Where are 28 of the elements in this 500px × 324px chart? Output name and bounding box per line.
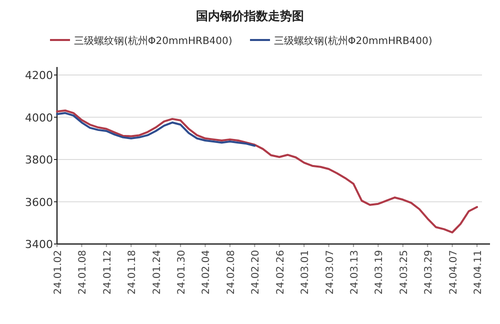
x-tick-label: 24.03.25 <box>398 250 410 295</box>
x-tick-label: 24.03.07 <box>324 250 336 295</box>
y-tick-label: 4200 <box>25 69 53 82</box>
y-tick-label: 3400 <box>25 238 53 251</box>
x-tick-label: 24.03.19 <box>374 250 386 295</box>
x-tick-label: 24.01.12 <box>102 250 114 295</box>
x-tick-label: 24.01.18 <box>127 250 138 295</box>
x-tick-label: 24.04.07 <box>448 250 460 295</box>
x-tick-label: 24.02.08 <box>226 250 237 295</box>
x-tick-label: 24.03.29 <box>424 250 435 295</box>
x-tick-label: 24.03.01 <box>300 250 312 295</box>
x-tick-label: 24.01.02 <box>53 250 64 295</box>
x-tick-label: 24.02.26 <box>275 250 286 295</box>
legend-label: 三级螺纹钢(杭州Φ20mmHRB400) <box>74 35 232 47</box>
line-series <box>56 112 256 147</box>
x-tick-label: 24.01.30 <box>176 250 188 295</box>
line-series <box>56 109 478 234</box>
legend-label: 三级螺纹钢(杭州Φ20mmHRB400) <box>274 35 432 47</box>
y-tick-label: 3600 <box>25 196 53 209</box>
chart-title: 国内钢价指数走势图 <box>196 9 304 23</box>
x-tick-label: 24.04.11 <box>473 250 484 295</box>
x-tick-label: 24.02.04 <box>201 250 212 295</box>
y-tick-label: 3800 <box>25 154 53 166</box>
x-tick-label: 24.01.24 <box>152 250 163 295</box>
y-tick-label: 4000 <box>25 111 53 124</box>
x-tick-label: 24.01.08 <box>78 250 89 295</box>
x-tick-label: 24.03.13 <box>349 250 360 295</box>
x-tick-label: 24.02.20 <box>250 250 262 295</box>
